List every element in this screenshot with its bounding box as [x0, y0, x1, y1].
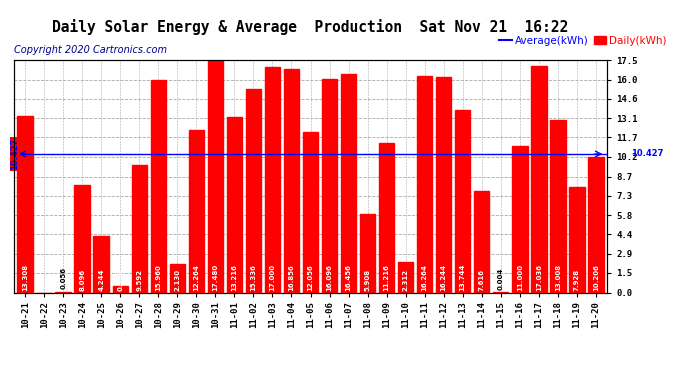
Legend: Average(kWh), Daily(kWh): Average(kWh), Daily(kWh): [495, 32, 671, 50]
Bar: [550, 120, 566, 292]
Text: 13.744: 13.744: [460, 263, 466, 291]
Bar: [379, 144, 395, 292]
Text: 16.264: 16.264: [422, 264, 428, 291]
Bar: [226, 117, 242, 292]
Text: Copyright 2020 Cartronics.com: Copyright 2020 Cartronics.com: [14, 45, 167, 55]
Bar: [455, 110, 471, 292]
Text: 0.056: 0.056: [60, 267, 66, 289]
Bar: [569, 187, 584, 292]
Text: 17.036: 17.036: [535, 264, 542, 291]
Text: 10.206: 10.206: [593, 264, 599, 291]
Bar: [531, 66, 546, 292]
Bar: [303, 132, 318, 292]
Text: 9.592: 9.592: [137, 268, 142, 291]
Bar: [588, 157, 604, 292]
Text: 8.096: 8.096: [79, 268, 86, 291]
Text: 10.427: 10.427: [631, 150, 663, 159]
Text: 15.336: 15.336: [250, 264, 257, 291]
Text: 16.456: 16.456: [346, 264, 351, 291]
Bar: [132, 165, 147, 292]
Text: Daily Solar Energy & Average  Production  Sat Nov 21  16:22: Daily Solar Energy & Average Production …: [52, 19, 569, 35]
Text: 13.008: 13.008: [555, 263, 561, 291]
Text: 12.264: 12.264: [193, 264, 199, 291]
Bar: [112, 286, 128, 292]
Text: 2.130: 2.130: [175, 268, 180, 291]
Bar: [75, 185, 90, 292]
Text: 17.480: 17.480: [213, 263, 219, 291]
Text: 11.000: 11.000: [517, 263, 523, 291]
Bar: [436, 76, 451, 292]
Text: 0.004: 0.004: [497, 267, 504, 290]
Bar: [359, 214, 375, 292]
Bar: [341, 74, 356, 292]
Text: 16.244: 16.244: [441, 263, 446, 291]
Bar: [512, 146, 528, 292]
Bar: [284, 69, 299, 292]
Text: 7.928: 7.928: [574, 268, 580, 291]
Bar: [93, 236, 109, 292]
Text: 13.308: 13.308: [22, 263, 28, 291]
Text: 4.244: 4.244: [98, 268, 104, 291]
Bar: [417, 76, 433, 292]
Bar: [246, 89, 262, 292]
Bar: [474, 191, 489, 292]
Bar: [322, 79, 337, 292]
Bar: [398, 262, 413, 292]
Bar: [188, 130, 204, 292]
Text: 15.960: 15.960: [155, 264, 161, 291]
Bar: [170, 264, 185, 292]
Text: 7.616: 7.616: [479, 268, 484, 291]
Bar: [265, 67, 280, 292]
Bar: [208, 60, 223, 292]
Text: 16.096: 16.096: [326, 264, 333, 291]
Text: 17.000: 17.000: [270, 263, 275, 291]
Text: 10.427: 10.427: [10, 138, 19, 170]
Bar: [17, 116, 33, 292]
Text: 2.312: 2.312: [402, 268, 408, 291]
Text: 16.856: 16.856: [288, 264, 295, 291]
Bar: [150, 81, 166, 292]
Text: 13.216: 13.216: [231, 264, 237, 291]
Text: 11.216: 11.216: [384, 264, 390, 291]
Text: 0.500: 0.500: [117, 268, 124, 291]
Text: 12.056: 12.056: [308, 264, 313, 291]
Text: 5.908: 5.908: [364, 268, 371, 291]
